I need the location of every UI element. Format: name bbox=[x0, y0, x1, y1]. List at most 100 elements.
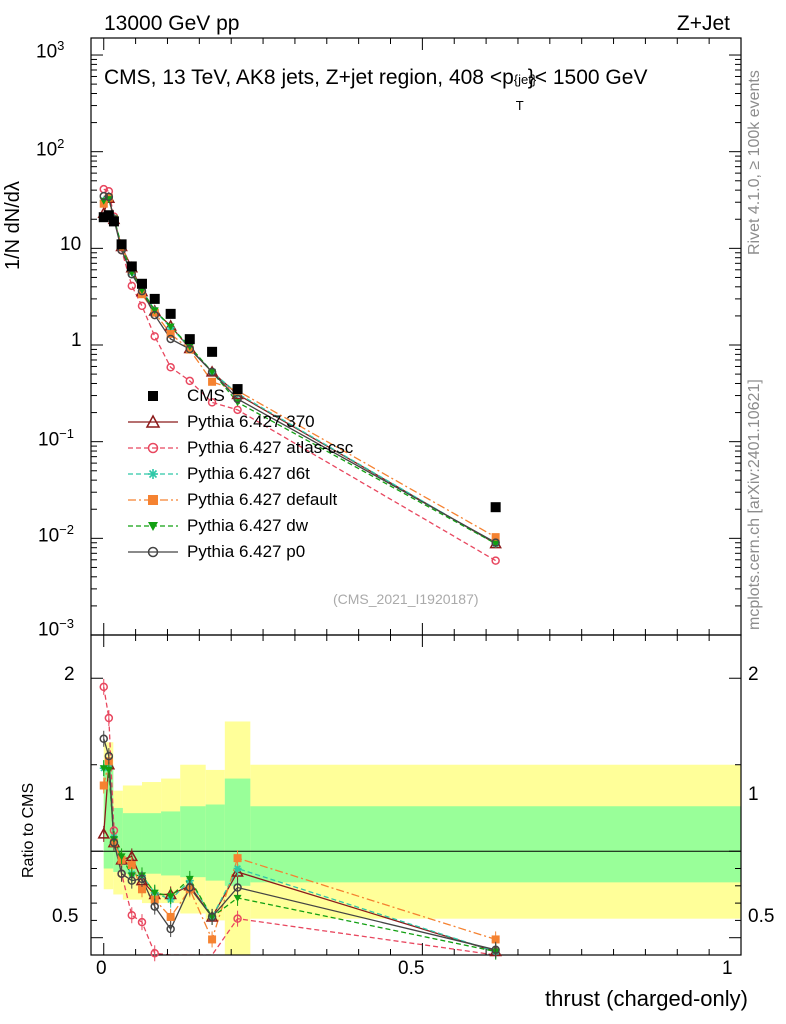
ratio-point-s5-4 bbox=[127, 876, 137, 885]
ratio-point-s1-4 bbox=[127, 910, 137, 920]
ratio-point-s5-11 bbox=[491, 945, 500, 955]
main-point-s1-11 bbox=[491, 556, 500, 565]
main-point-s4-9 bbox=[208, 368, 217, 376]
ratio-point-s3-11 bbox=[491, 935, 500, 944]
ratio-point-s1-6 bbox=[150, 949, 159, 958]
data-markers bbox=[97, 184, 502, 962]
main-point-s5-0 bbox=[99, 191, 108, 201]
plot-title-post: }< 1500 GeV bbox=[527, 66, 648, 89]
stat-band-5 bbox=[180, 806, 206, 878]
main-point-s5-10 bbox=[233, 394, 242, 404]
plot-frames bbox=[90, 37, 742, 956]
legend-marker-cms bbox=[148, 391, 158, 401]
main-point-s1-5 bbox=[137, 301, 147, 311]
main-point-s4-11 bbox=[491, 540, 500, 548]
plot-title-sup: {jet} bbox=[513, 72, 537, 87]
header-right: Z+Jet bbox=[676, 12, 730, 35]
y-axis-label-text: 1/N dN/dλ bbox=[2, 181, 24, 270]
ratio-point-s2-10 bbox=[233, 864, 242, 873]
ratio-point-s4-3 bbox=[117, 853, 126, 861]
main-point-s4-7 bbox=[166, 323, 175, 331]
stat-band-3 bbox=[141, 813, 162, 874]
cms-point-6 bbox=[149, 293, 160, 304]
ratio-point-s3-4 bbox=[127, 861, 136, 870]
cms-point-7 bbox=[165, 308, 176, 319]
main-point-s1-8 bbox=[185, 376, 195, 386]
ratio-point-s4-6 bbox=[150, 889, 159, 897]
stat-band-0 bbox=[103, 764, 114, 869]
cms-point-10 bbox=[232, 384, 243, 395]
ratio-point-s0-0 bbox=[97, 827, 111, 839]
main-line-3 bbox=[103, 196, 496, 538]
header-left: 13000 GeV pp bbox=[104, 12, 240, 35]
axis-ticks bbox=[91, 38, 742, 955]
main-tick-1e-1: 10−1 bbox=[38, 426, 74, 451]
mcplots-label: mcplots.cern.ch [arXiv:2401.10621] bbox=[746, 379, 763, 630]
x-tick-1: 1 bbox=[722, 958, 733, 979]
ratio-point-s5-3 bbox=[117, 869, 126, 878]
ratio-point-s5-0 bbox=[99, 734, 108, 744]
legend-label-p0: Pythia 6.427 p0 bbox=[187, 542, 306, 561]
ratio-point-s5-7 bbox=[166, 924, 175, 934]
legend-marker-0 bbox=[145, 414, 161, 428]
ratio-point-s3-5 bbox=[137, 885, 146, 894]
main-point-s5-6 bbox=[150, 310, 159, 320]
ratio-point-s5-10 bbox=[233, 883, 242, 892]
ratio-point-s3-0 bbox=[99, 781, 108, 790]
ratio-point-s5-1 bbox=[104, 751, 114, 761]
main-point-s4-8 bbox=[185, 343, 194, 351]
main-point-s5-7 bbox=[166, 334, 175, 344]
main-point-s3-7 bbox=[166, 329, 175, 338]
x-axis-label: thrust (charged-only) bbox=[545, 986, 748, 1011]
legend bbox=[128, 391, 178, 558]
main-tick-10: 10 bbox=[60, 234, 82, 255]
rivet-label: Rivet 4.1.0, ≥ 100k events bbox=[746, 70, 763, 255]
ratio-point-s5-8 bbox=[185, 883, 195, 892]
stat-band-6 bbox=[205, 804, 225, 881]
ratio-tick-0.5-left: 0.5 bbox=[52, 906, 79, 927]
ratio-tick-2-right: 2 bbox=[748, 664, 759, 685]
x-tick-0.5: 0.5 bbox=[398, 958, 425, 979]
y-axis-label-ratio: Ratio to CMS bbox=[20, 782, 37, 878]
main-tick-1e3: 103 bbox=[36, 38, 65, 63]
legend-label-default: Pythia 6.427 default bbox=[187, 490, 338, 509]
main-point-s1-6 bbox=[150, 332, 159, 341]
ratio-point-s5-2 bbox=[109, 838, 119, 847]
main-point-s1-7 bbox=[166, 363, 175, 372]
legend-marker-4 bbox=[148, 522, 158, 531]
ratio-line-5 bbox=[103, 738, 496, 951]
ratio-point-s5-6 bbox=[150, 902, 159, 911]
ratio-point-s1-0 bbox=[99, 682, 108, 692]
ratio-frame bbox=[90, 634, 742, 956]
ratio-point-s1-10 bbox=[233, 914, 242, 923]
main-point-s3-11 bbox=[491, 533, 500, 542]
plot-title: CMS, 13 TeV, AK8 jets, Z+jet region, 408… bbox=[104, 66, 648, 113]
legend-label-cms: CMS bbox=[187, 386, 225, 405]
cms-point-0 bbox=[98, 212, 109, 223]
main-point-s5-1 bbox=[104, 192, 114, 202]
plot-title-sub: T bbox=[515, 98, 524, 113]
ratio-point-s4-8 bbox=[185, 875, 194, 883]
main-tick-1e2: 102 bbox=[36, 136, 65, 161]
main-tick-1e-2: 10−2 bbox=[38, 522, 74, 547]
ratio-point-s5-9 bbox=[207, 912, 217, 922]
cms-point-11 bbox=[490, 502, 501, 513]
legend-marker-1 bbox=[147, 442, 159, 454]
ratio-point-s4-1 bbox=[104, 766, 113, 774]
main-point-s1-4 bbox=[127, 281, 137, 291]
ratio-point-s3-10 bbox=[233, 854, 242, 863]
ratio-line-4 bbox=[103, 767, 496, 953]
legend-label-370: Pythia 6.427 370 bbox=[187, 412, 315, 431]
x-tick-0: 0 bbox=[96, 958, 107, 979]
stat-band-4 bbox=[161, 811, 181, 876]
ratio-point-s1-1 bbox=[104, 713, 114, 723]
main-tick-1e-3: 10−3 bbox=[38, 616, 74, 641]
ratio-point-s1-5 bbox=[137, 917, 147, 927]
main-point-s5-9 bbox=[207, 367, 217, 377]
y-axis-label-main: 1/N dN/dλ bbox=[2, 181, 25, 270]
analysis-watermark: (CMS_2021_I1920187) bbox=[333, 591, 479, 607]
ratio-point-s5-5 bbox=[137, 874, 147, 884]
main-point-s5-11 bbox=[491, 538, 500, 547]
cms-point-9 bbox=[207, 346, 218, 357]
